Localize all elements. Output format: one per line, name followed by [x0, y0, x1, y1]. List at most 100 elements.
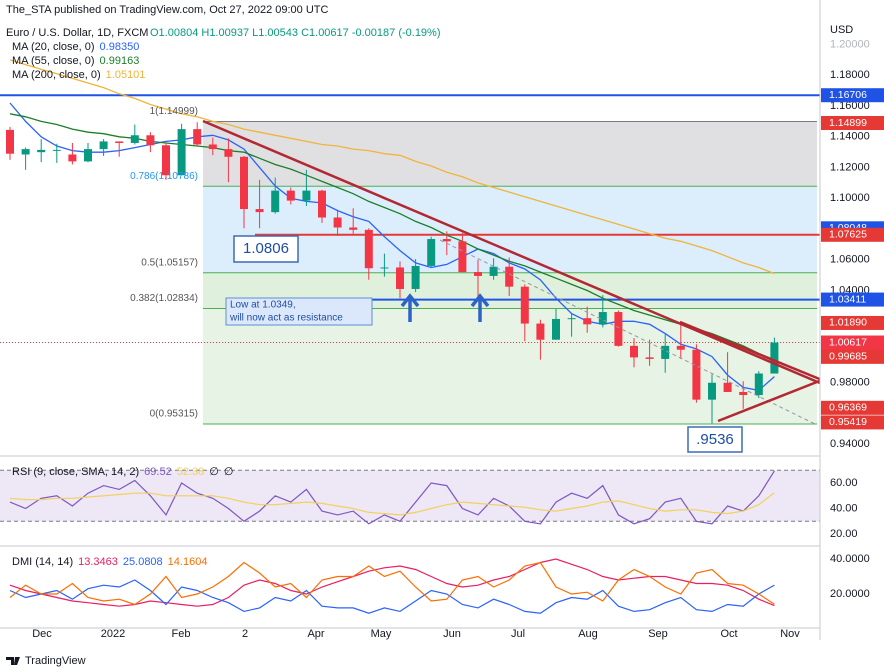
series-line [9, 561, 775, 606]
series-line [9, 59, 775, 275]
y-tick-label: 40.00 [830, 502, 858, 514]
series-line [9, 470, 775, 525]
candle-body [661, 345, 670, 359]
x-tick-label: Apr [307, 628, 324, 640]
x-tick-label: Sep [648, 628, 668, 640]
y-tick-label: 1.14000 [830, 131, 870, 143]
annotation-box [233, 235, 299, 263]
currency: USD [830, 24, 853, 36]
footer: TradingView [25, 655, 86, 667]
drawings: 1.0806 .9536 Low at 1.0349, will now act… [202, 119, 823, 453]
candle-body [536, 323, 545, 340]
candle-body [162, 145, 170, 176]
x-tick-label: 2 [242, 628, 248, 640]
candle-body [177, 129, 186, 176]
candle-body [692, 349, 701, 400]
fib-label: 0.5(1.05157) [141, 257, 198, 268]
x-tick-label: Feb [172, 628, 191, 640]
fib-zone [203, 121, 817, 187]
candle-body [442, 239, 451, 242]
candle-body [505, 266, 514, 287]
candle-body [193, 129, 202, 145]
candle-body [208, 144, 217, 150]
annotation-box [687, 426, 743, 453]
candle-body [614, 312, 623, 346]
note-box [225, 297, 373, 326]
triangle-lower [717, 378, 823, 423]
y-tick-label: 0.94000 [830, 438, 870, 450]
candle-body [474, 272, 482, 276]
note-text: will now act as resistance [229, 313, 343, 324]
candle-body [318, 190, 326, 218]
legend-value: 13.3463 [78, 556, 118, 568]
y-tick-label: 1.18000 [830, 69, 870, 81]
candle-body [552, 318, 560, 340]
legend-value: 0.99163 [100, 55, 140, 67]
candle-body [411, 265, 420, 289]
candle-body [99, 141, 108, 150]
candle-body [271, 190, 280, 213]
candle-body [630, 345, 638, 358]
y-tick-label: 1.16000 [830, 100, 870, 112]
price-label: 1.01890 [829, 317, 867, 329]
y-tick-label: 40.0000 [830, 553, 870, 565]
x-tick-label: Aug [578, 628, 598, 640]
legend-value: 69.52 [144, 466, 172, 478]
fib-label: 0(0.95315) [150, 409, 198, 420]
annotation-text: 1.0806 [243, 240, 289, 257]
price-label-box [821, 292, 884, 307]
y-tick-label: 20.0000 [830, 588, 870, 600]
candle-body [723, 382, 732, 392]
y-tick-label: 1.12000 [830, 161, 870, 173]
x-tick-label: Jul [511, 628, 525, 640]
candle-body [84, 149, 92, 162]
y-tick-label: 1.10000 [830, 192, 870, 204]
triangle-upper [679, 320, 823, 382]
price-label: 1.00617 [829, 336, 867, 348]
candle-body [52, 149, 61, 151]
price-label-box [821, 88, 884, 103]
price-label-box [821, 415, 884, 430]
candle-body [739, 391, 748, 396]
y-tick-label: 1.06000 [830, 254, 870, 266]
x-tick-label: May [371, 628, 392, 640]
y-tick-label: 1.20000 [830, 38, 870, 50]
y-tick-label: 60.00 [830, 477, 858, 489]
candle-body [583, 318, 592, 325]
price-label-box [821, 400, 884, 415]
candle-body [333, 217, 342, 228]
ohlc: O1.00804 H1.00937 L1.00543 C1.00617 -0.0… [150, 27, 441, 39]
series-line [9, 558, 775, 607]
candle-body [380, 267, 389, 269]
annotation-text: .9536 [696, 431, 734, 448]
x-tick-label: Jun [443, 628, 461, 640]
note-text: Low at 1.0349, [230, 300, 296, 311]
indicator-title: DMI (14, 14) [12, 556, 73, 568]
fib-label: 0.786(1.10786) [130, 171, 198, 182]
price-label: 1.14899 [829, 117, 867, 129]
candle-body [458, 241, 467, 273]
candle-body [130, 135, 139, 143]
legend-entry: MA (55, close, 0) [12, 55, 95, 67]
price-label-box [821, 115, 884, 130]
candle-body [68, 154, 77, 162]
x-tick-label: Nov [780, 628, 800, 640]
price-label-box [821, 315, 884, 330]
legend-entry: MA (200, close, 0) [12, 69, 101, 81]
candle-body [489, 266, 498, 276]
price-label-box [821, 349, 884, 364]
legend-value: 52.38 [177, 466, 205, 478]
price-label: 1.03411 [829, 293, 866, 305]
series-line [9, 492, 775, 516]
price-label: 0.96369 [829, 402, 867, 414]
arrow [470, 293, 490, 322]
candle-body [754, 373, 763, 396]
trend-line [202, 119, 821, 385]
series-line [9, 579, 775, 614]
indicator-title: RSI (9, close, SMA, 14, 2) [12, 466, 139, 478]
candle-body [6, 129, 14, 154]
fib-label: 0.382(1.02834) [130, 293, 198, 304]
candle-body [708, 382, 716, 400]
price-label: 1.07625 [829, 229, 867, 241]
